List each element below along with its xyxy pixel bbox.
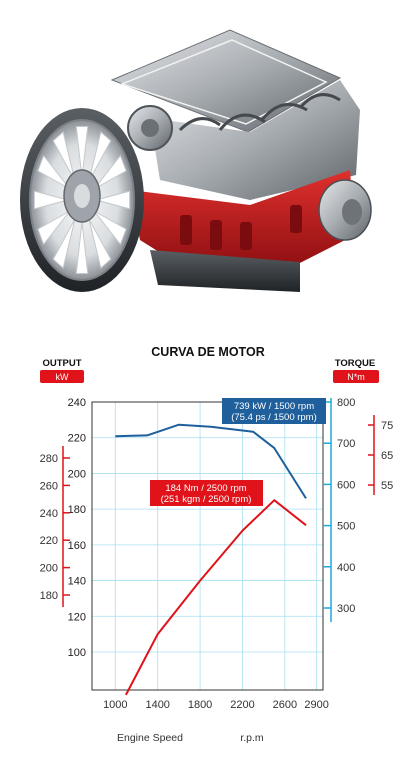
oil-pan (150, 250, 300, 292)
diesel-engine-photo (20, 29, 372, 292)
x-tick-label: 1000 (103, 699, 127, 711)
fan-blade (52, 131, 76, 182)
right-inner-tick-label: 800 (337, 397, 355, 409)
left-outer-tick-label: 220 (40, 535, 58, 547)
annotation-torque-line2: (251 kgm / 2500 rpm) (161, 494, 252, 505)
x-tick-label: 2200 (230, 699, 254, 711)
fan-blade (88, 218, 112, 269)
torque-unit: N*m (347, 372, 365, 382)
right-inner-tick-label: 700 (337, 438, 355, 450)
annotation-torque: 184 Nm / 2500 rpm (251 kgm / 2500 rpm) (150, 480, 263, 506)
engine-intake-manifold (150, 80, 360, 200)
torque-unit-badge (333, 370, 379, 383)
torque-header: TORQUE (335, 358, 375, 369)
fan-blade (88, 131, 112, 182)
chart-title: CURVA DE MOTOR (151, 345, 264, 359)
fan-blade (33, 190, 70, 210)
right-outer-tick-label: 55 (381, 480, 393, 492)
output-unit: kW (56, 372, 70, 382)
fan-blade (94, 190, 131, 210)
x-tick-label: 1800 (188, 699, 212, 711)
plot-grid (92, 401, 323, 690)
plot-frame (91, 401, 324, 691)
x-axis: 1000 1400 1800 2200 2600 2900 (103, 699, 329, 711)
left-inner-axis: 240 220 200 180 160 140 120 100 (68, 397, 86, 659)
left-inner-tick-label: 120 (68, 611, 86, 623)
right-inner-tick-label: 600 (337, 479, 355, 491)
annotation-output-line1: 739 kW / 1500 rpm (234, 401, 314, 412)
output-series-line (115, 423, 307, 499)
right-inner-tick-label: 400 (337, 562, 355, 574)
x-tick-label: 1400 (145, 699, 169, 711)
left-inner-tick-label: 140 (68, 576, 86, 588)
left-inner-tick-label: 160 (68, 540, 86, 552)
left-inner-tick-label: 200 (68, 468, 86, 480)
annotation-output-line2: (75.4 ps / 1500 rpm) (231, 412, 317, 423)
x-axis-unit: r.p.m (240, 732, 264, 744)
output-header: OUTPUT (42, 358, 81, 369)
fan-blade (93, 210, 127, 246)
left-outer-axis: 280 260 240 220 200 180 (40, 446, 70, 607)
right-outer-tick-label: 75 (381, 420, 393, 432)
left-outer-tick-label: 260 (40, 480, 58, 492)
series-layer (115, 423, 307, 696)
fan-blade (37, 210, 71, 246)
fan-blade (52, 218, 76, 269)
left-inner-tick-label: 240 (68, 397, 86, 409)
left-outer-tick-label: 200 (40, 563, 58, 575)
torque-series-line (125, 499, 307, 696)
left-outer-tick-label: 180 (40, 590, 58, 602)
x-axis-label: Engine Speed (117, 732, 183, 744)
engine-curve-chart: CURVA DE MOTOR OUTPUT kW TORQUE N*m 2402… (40, 345, 394, 744)
right-outer-axis: 75 65 55 (368, 415, 393, 495)
fan-blade (75, 126, 89, 179)
x-tick-label: 2600 (273, 699, 297, 711)
left-inner-tick-label: 100 (68, 647, 86, 659)
annotation-output: 739 kW / 1500 rpm (75.4 ps / 1500 rpm) (222, 398, 326, 424)
left-inner-tick-label: 180 (68, 504, 86, 516)
right-inner-tick-label: 300 (337, 603, 355, 615)
left-outer-tick-label: 280 (40, 453, 58, 465)
right-outer-tick-label: 65 (381, 450, 393, 462)
x-tick-label: 2900 (304, 699, 328, 711)
annotation-torque-line1: 184 Nm / 2500 rpm (165, 483, 246, 494)
fan-blade (37, 154, 71, 190)
right-inner-tick-label: 500 (337, 521, 355, 533)
right-inner-axis: 800 700 600 500 400 300 (323, 397, 355, 622)
fan-blade (93, 154, 127, 190)
output-unit-badge (40, 370, 84, 383)
left-outer-tick-label: 240 (40, 508, 58, 520)
fan-blade (75, 221, 89, 274)
left-inner-tick-label: 220 (68, 433, 86, 445)
